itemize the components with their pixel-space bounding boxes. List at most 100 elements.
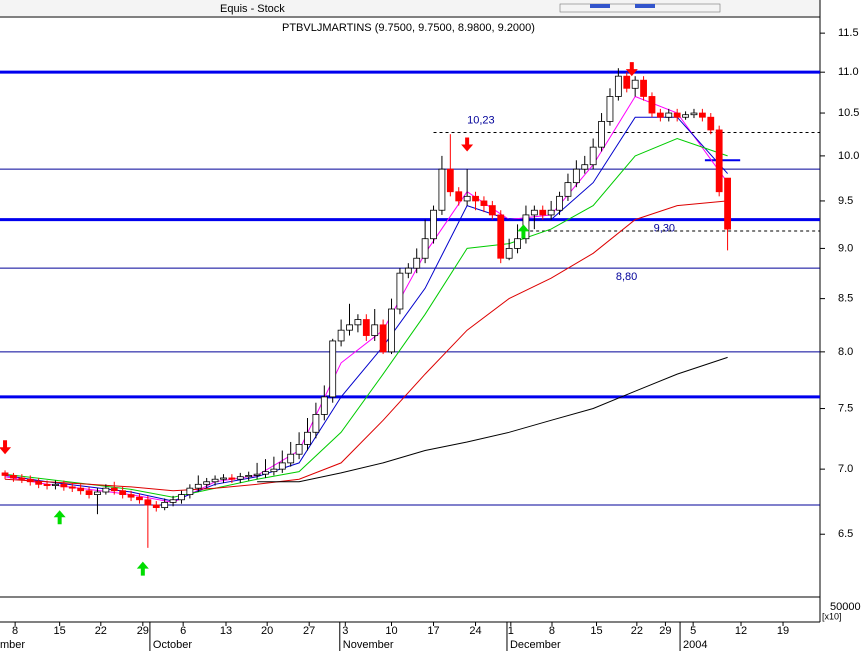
candle-body [152, 504, 160, 509]
candle-body [362, 319, 370, 336]
candle-body [455, 191, 463, 202]
signal-arrow [461, 137, 474, 152]
candle-body [497, 214, 505, 259]
x-tick-label: 1 [508, 625, 514, 637]
x-tick-label: 12 [735, 625, 747, 637]
y-tick-label: 11.5 [838, 27, 859, 39]
candle-body [346, 324, 353, 331]
candle-body [572, 168, 580, 184]
x-tick-label: 19 [777, 625, 789, 637]
icon [635, 4, 655, 8]
volume-scale: [x10] [822, 611, 842, 621]
candle-body [564, 182, 572, 197]
candle-body [589, 146, 597, 166]
candle-body [715, 129, 723, 193]
title-bar [0, 0, 820, 16]
candle-body [287, 453, 295, 464]
candle-body [220, 477, 227, 480]
candle-body [698, 112, 706, 118]
candle-body [354, 319, 362, 326]
candle-body [35, 481, 43, 485]
candle-body [421, 238, 429, 259]
candle-body [598, 121, 605, 148]
window-title: Equis - Stock [220, 3, 285, 15]
y-tick-label: 7.0 [838, 463, 853, 475]
candle-body [547, 209, 555, 216]
month-label: December [510, 639, 561, 651]
x-tick-label: 29 [659, 625, 671, 637]
candle-body [178, 494, 185, 501]
candle-body [446, 168, 454, 193]
candle-body [606, 96, 614, 122]
candle-body [278, 462, 286, 470]
candle-body [18, 477, 26, 480]
volume-label: 50000 [830, 601, 861, 613]
candle-body [43, 483, 51, 486]
candle-body [203, 481, 211, 485]
moving-average [4, 200, 728, 492]
x-tick-label: 8 [549, 625, 555, 637]
candle-body [186, 487, 194, 495]
candle-body [110, 487, 118, 492]
candle-body [463, 195, 471, 202]
candle-body [136, 496, 143, 501]
candle-body [68, 486, 76, 489]
candle-body [514, 238, 521, 249]
candle-body [690, 112, 698, 116]
candle-body [673, 112, 681, 118]
candle-body [413, 257, 421, 269]
candle-body [144, 499, 152, 506]
y-tick-label: 8.5 [838, 293, 853, 305]
candle-body [228, 477, 236, 480]
y-tick-label: 8.0 [838, 346, 853, 358]
candle-body [371, 324, 379, 336]
moving-average [257, 356, 728, 483]
x-tick-label: 10 [385, 625, 397, 637]
candle-body [337, 329, 345, 342]
y-tick-label: 11.0 [838, 66, 859, 78]
candle-body [102, 487, 110, 493]
candle-body [304, 431, 311, 445]
candle-body [236, 476, 244, 480]
candle-body [640, 79, 647, 97]
month-label: 2004 [683, 639, 707, 651]
x-tick-label: 15 [54, 625, 66, 637]
candle-body [530, 209, 538, 216]
x-tick-label: 24 [469, 625, 481, 637]
x-tick-label: 17 [427, 625, 439, 637]
candle-body [388, 308, 395, 353]
candle-body [724, 177, 731, 230]
candle-body [211, 478, 219, 483]
candle-body [270, 468, 278, 473]
x-tick-label: 6 [180, 625, 186, 637]
candle-body [404, 267, 412, 274]
candle-body [329, 340, 337, 398]
candle-body [682, 114, 689, 118]
candle-body [60, 483, 68, 488]
candle-body [614, 75, 622, 97]
candle-body [10, 475, 17, 479]
candle-body [169, 499, 177, 503]
candle-body [396, 272, 404, 310]
signal-arrow [517, 224, 530, 239]
month-label: October [153, 639, 192, 651]
candle-body [1, 472, 9, 476]
candle-body [262, 471, 269, 475]
candle-body [161, 501, 169, 509]
candle-body [505, 248, 513, 259]
candle-body [119, 490, 127, 495]
chart-title: PTBVLJMARTINS (9.7500, 9.7500, 8.9800, 9… [282, 22, 535, 34]
icon [590, 4, 610, 8]
signal-arrow [136, 561, 149, 576]
signal-arrow [625, 62, 638, 77]
candle-body [648, 96, 656, 114]
candle-body [52, 483, 59, 486]
candle-body [707, 116, 715, 131]
x-tick-label: 20 [261, 625, 273, 637]
y-tick-label: 9.0 [838, 242, 853, 254]
x-tick-label: 22 [95, 625, 107, 637]
candle-body [253, 473, 261, 476]
toolbar-icons [559, 3, 721, 13]
candle-body [379, 324, 387, 353]
